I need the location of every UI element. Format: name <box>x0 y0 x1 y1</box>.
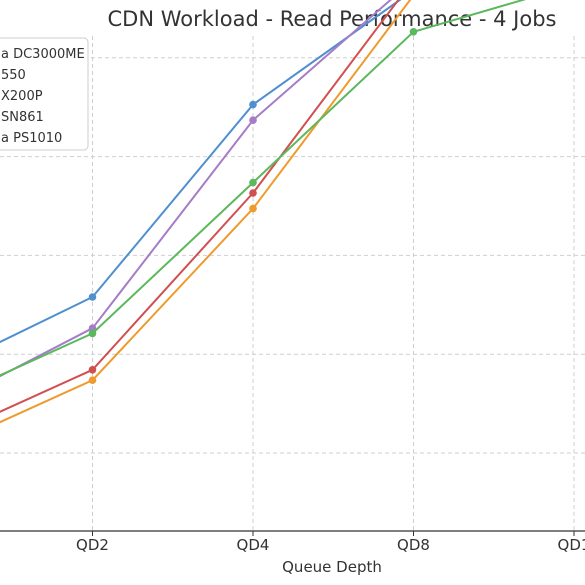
series-layer <box>0 0 527 424</box>
data-point-2-QD4 <box>249 189 257 197</box>
data-point-1-QD4 <box>249 204 257 213</box>
x-axis-label: Queue Depth <box>282 558 382 576</box>
x-tick-label-QD4: QD4 <box>237 536 270 554</box>
x-tick-label-QD2: QD2 <box>76 536 109 554</box>
data-point-3-QD4 <box>249 116 257 124</box>
legend-entry-0: a DC3000ME <box>1 47 85 62</box>
data-point-4-QD2 <box>88 329 97 338</box>
data-point-2-QD2 <box>88 366 97 374</box>
legend-box <box>0 37 89 151</box>
series-3 <box>0 0 392 378</box>
data-point-3-QD2 <box>88 324 97 333</box>
x-tick-label-QD16: QD1 <box>558 536 585 554</box>
legend-entry-1: 550 <box>1 68 26 83</box>
series-0 <box>0 0 402 344</box>
data-point-1-QD2 <box>88 376 97 385</box>
data-point-0-QD2 <box>88 293 97 301</box>
series-1 <box>0 0 412 424</box>
x-tick-label-QD8: QD8 <box>397 536 430 554</box>
legend: a DC3000ME 550 X200P SN861 a PS1010 <box>0 37 89 151</box>
x-ticks: QD2 QD4 QD8 QD1 <box>76 531 585 554</box>
legend-entry-2: X200P <box>1 89 43 104</box>
data-point-4-QD8 <box>409 28 418 36</box>
legend-entry-3: SN861 <box>1 110 44 125</box>
series-2 <box>0 0 400 413</box>
grid <box>0 36 585 531</box>
legend-entry-4: a PS1010 <box>1 131 62 146</box>
series-4 <box>0 0 527 377</box>
data-point-4-QD4 <box>249 178 257 187</box>
data-point-0-QD4 <box>249 100 257 109</box>
